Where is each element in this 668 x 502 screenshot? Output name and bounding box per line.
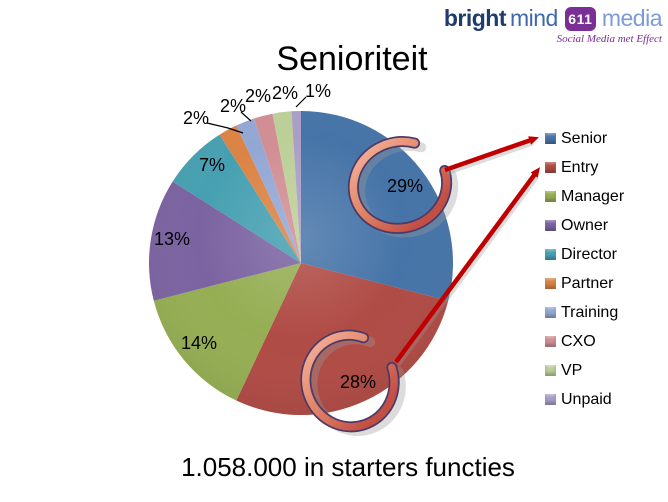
leader-line-unpaid <box>295 96 307 108</box>
pie-label-partner: 2% <box>183 108 209 128</box>
logo-text-mind: mind <box>509 5 558 31</box>
legend: Senior Entry Manager Owner Director Partner Tr… <box>545 124 624 414</box>
legend-label: Director <box>561 245 618 263</box>
footer-caption: 1.058.000 in starters functies <box>181 452 515 482</box>
legend-swatch-manager <box>545 191 556 202</box>
annotation-circle-senior <box>347 136 459 238</box>
label-leader-lines <box>206 96 307 134</box>
legend-label: Owner <box>561 216 609 234</box>
pie-label-vp: 2% <box>272 83 298 103</box>
pie-label-training: 2% <box>220 96 246 116</box>
legend-item-cxo: CXO <box>545 327 624 356</box>
legend-swatch-training <box>545 307 556 318</box>
pie-label-entry: 28% <box>340 372 376 392</box>
legend-label: Manager <box>561 187 625 205</box>
logo-badge-611: 611 <box>564 6 596 31</box>
pie-label-manager: 14% <box>181 333 217 353</box>
legend-label: Unpaid <box>561 390 612 408</box>
leader-line-partner <box>206 122 244 134</box>
legend-label: Training <box>561 303 619 321</box>
legend-item-director: Director <box>545 240 624 269</box>
logo-text-media: media <box>601 5 663 31</box>
legend-item-training: Training <box>545 298 624 327</box>
logo-text-bright: bright <box>443 5 507 31</box>
arrow-to-senior-legend <box>444 136 540 176</box>
legend-item-unpaid: Unpaid <box>545 385 624 414</box>
pie-label-unpaid: 1% <box>305 81 331 101</box>
legend-swatch-owner <box>545 220 556 231</box>
legend-swatch-partner <box>545 278 556 289</box>
legend-item-vp: VP <box>545 356 624 385</box>
pie-label-director: 7% <box>199 155 225 175</box>
leader-line-training <box>240 111 252 122</box>
pie-label-senior: 29% <box>387 176 423 196</box>
pie-label-cxo: 2% <box>245 86 271 106</box>
annotation-circle-entry <box>300 329 406 436</box>
legend-label: VP <box>561 361 583 379</box>
legend-item-entry: Entry <box>545 153 624 182</box>
legend-swatch-senior <box>545 133 556 144</box>
legend-item-partner: Partner <box>545 269 624 298</box>
legend-swatch-unpaid <box>545 394 556 405</box>
logo-tagline: Social Media met Effect <box>556 33 662 45</box>
legend-item-senior: Senior <box>545 124 624 153</box>
legend-item-owner: Owner <box>545 211 624 240</box>
legend-swatch-cxo <box>545 336 556 347</box>
chart-title: Senioriteit <box>276 40 428 78</box>
pie-label-owner: 13% <box>154 229 190 249</box>
legend-label: Partner <box>561 274 614 292</box>
legend-label: Entry <box>561 158 599 176</box>
legend-item-manager: Manager <box>545 182 624 211</box>
legend-swatch-vp <box>545 365 556 376</box>
brand-logo: bright mind 611 media Social Media met Effe… <box>443 5 663 45</box>
legend-label: Senior <box>561 129 608 147</box>
arrow-to-entry-legend <box>394 167 541 367</box>
legend-swatch-director <box>545 249 556 260</box>
legend-label: CXO <box>561 332 596 350</box>
legend-swatch-entry <box>545 162 556 173</box>
